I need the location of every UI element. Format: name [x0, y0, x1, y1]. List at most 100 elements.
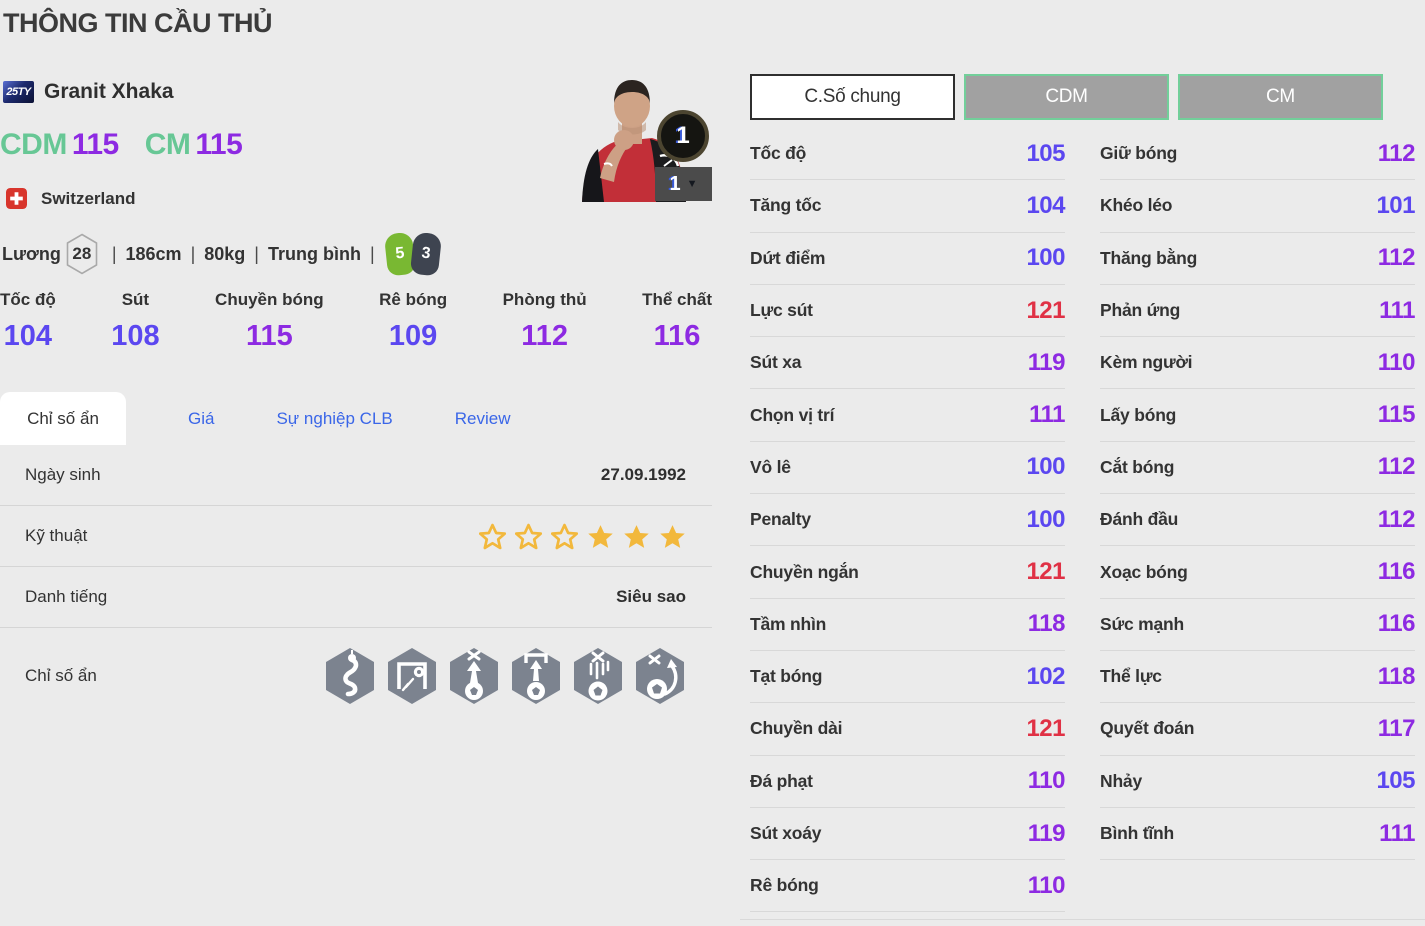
- right-foot-icon: 3: [409, 231, 442, 277]
- stat-label: Khéo léo: [1100, 195, 1173, 216]
- stat-row: Giữ bóng 112: [1100, 128, 1416, 181]
- stat-row: Sức mạnh 116: [1100, 599, 1416, 651]
- button-cdm-stats[interactable]: CDM: [964, 74, 1169, 120]
- star-filled-icon: [660, 524, 685, 548]
- stat-label: Sút xa: [750, 352, 802, 373]
- main-stat: Phòng thủ 112: [503, 290, 587, 353]
- stat-label: Lực sút: [750, 300, 813, 321]
- stat-label: Chọn vị trí: [750, 404, 835, 425]
- stat-value: 115: [1377, 401, 1416, 429]
- tab-bar: Chỉ số ẩn Giá Sự nghiệp CLB Review: [0, 392, 712, 445]
- star-outline-icon: [551, 523, 578, 549]
- snake-icon: [326, 647, 374, 704]
- tab-price[interactable]: Giá: [188, 408, 215, 428]
- stat-row: Tốc độ 105: [750, 128, 1065, 181]
- season-badge-icon: 25TY: [3, 81, 34, 103]
- main-stat: Rê bóng 109: [379, 290, 447, 353]
- star-filled-icon: [588, 524, 613, 548]
- table-row-dob: Ngày sinh 27.09.1992: [0, 445, 712, 506]
- stat-value: 100: [1026, 505, 1065, 533]
- stat-value: 111: [1379, 819, 1415, 847]
- fame-label: Danh tiếng: [25, 587, 108, 606]
- tab-review[interactable]: Review: [454, 408, 511, 428]
- stat-label: Rê bóng: [750, 875, 819, 896]
- nationality-row: Switzerland: [6, 188, 135, 209]
- main-stat-label: Phòng thủ: [502, 290, 587, 309]
- stat-label: Sút xoáy: [750, 823, 822, 843]
- stat-row: Phản ứng 111: [1100, 285, 1415, 338]
- main-stat-label: Thể chất: [642, 290, 712, 309]
- level-dropdown[interactable]: 1 ▼: [655, 167, 712, 201]
- skill-label: Kỹ thuật: [25, 526, 88, 545]
- separator: |: [190, 243, 196, 264]
- height-value: 186cm: [125, 243, 182, 264]
- table-row-hidden-stats: Chỉ số ẩn: [0, 628, 712, 723]
- stat-value: 116: [1377, 610, 1416, 638]
- lob-into-goal-icon: [512, 647, 560, 704]
- goal-corner-shot-icon: [388, 647, 436, 704]
- stat-row: Vô lê 100: [750, 442, 1065, 495]
- stat-value: 119: [1027, 348, 1066, 376]
- stat-label: Tầm nhìn: [750, 613, 827, 634]
- dropping-ball-icon: [574, 647, 622, 704]
- stat-label: Kèm người: [1100, 352, 1193, 373]
- salary-hexagon: 28: [65, 233, 99, 275]
- stat-label: Thăng bằng: [1100, 247, 1198, 268]
- dob-label: Ngày sinh: [25, 465, 101, 484]
- main-stat-value: 116: [653, 320, 701, 352]
- position-label-cdm: CDM: [0, 128, 67, 161]
- salary-value: 28: [72, 244, 92, 263]
- stat-row: Nhảy 105: [1100, 756, 1415, 808]
- button-cm-stats[interactable]: CM: [1178, 74, 1383, 120]
- stat-row: Lực sút 121: [750, 285, 1065, 338]
- star-outline-icon: [479, 523, 506, 549]
- player-name: Granit Xhaka: [44, 80, 174, 103]
- stat-row: Khéo léo 101: [1100, 180, 1415, 233]
- main-stat-value: 104: [3, 320, 53, 352]
- stat-row: Chọn vị trí 111: [750, 389, 1065, 442]
- table-row-skill: Kỹ thuật: [0, 506, 712, 567]
- stat-value: 111: [1029, 401, 1065, 429]
- player-header: 25TY Granit Xhaka: [3, 80, 174, 104]
- fame-value: Siêu sao: [616, 587, 686, 606]
- hidden-stat-icons: [324, 647, 686, 705]
- stat-value: 121: [1026, 558, 1065, 586]
- stat-label: Phản ứng: [1100, 300, 1181, 321]
- stat-value: 101: [1376, 191, 1415, 219]
- stat-label: Quyết đoán: [1100, 718, 1195, 739]
- stat-row: Chuyền dài 121: [750, 703, 1065, 756]
- stat-label: Tốc độ: [750, 143, 807, 164]
- star-outline-icon: [515, 523, 542, 549]
- stat-value: 100: [1026, 453, 1065, 481]
- separator: |: [111, 243, 117, 264]
- stat-value: 102: [1026, 662, 1065, 690]
- main-stat-value: 115: [245, 320, 293, 352]
- button-general-stats[interactable]: C.Số chung: [750, 74, 955, 120]
- stat-value: 105: [1026, 139, 1065, 167]
- stat-label: Đá phạt: [750, 770, 813, 791]
- dob-value: 27.09.1992: [600, 465, 686, 484]
- stat-label: Chuyền dài: [750, 718, 843, 739]
- main-stat-value: 108: [111, 320, 160, 352]
- tab-hidden-stats[interactable]: Chỉ số ẩn: [0, 392, 126, 445]
- page-title: THÔNG TIN CẦU THỦ: [3, 8, 272, 38]
- main-stat: Thể chất 116: [642, 290, 712, 353]
- skill-star-rating: [479, 523, 686, 550]
- stat-value: 119: [1027, 819, 1066, 847]
- body-type-value: Trung bình: [267, 243, 361, 264]
- stat-row: Thể lực 118: [1100, 651, 1416, 704]
- stat-label: Giữ bóng: [1100, 143, 1178, 164]
- main-stat-label: Sút: [121, 290, 150, 309]
- stat-label: Thể lực: [1100, 666, 1162, 687]
- stat-value: 105: [1376, 767, 1415, 795]
- stat-label: Tạt bóng: [750, 666, 823, 687]
- stat-value: 110: [1377, 348, 1416, 376]
- chevron-down-icon: ▼: [686, 178, 698, 190]
- stat-value: 100: [1026, 244, 1065, 272]
- detail-stats-right-column: Giữ bóng 112 Khéo léo 101 Thăng bằng 112 Phản …: [1100, 128, 1416, 861]
- tab-club-career[interactable]: Sự nghiệp CLB: [276, 408, 393, 428]
- stat-row: Thăng bằng 112: [1100, 233, 1416, 285]
- stat-row: Penalty 100: [750, 494, 1065, 547]
- stat-label: Xoạc bóng: [1100, 561, 1188, 582]
- stat-label: Lấy bóng: [1100, 404, 1177, 425]
